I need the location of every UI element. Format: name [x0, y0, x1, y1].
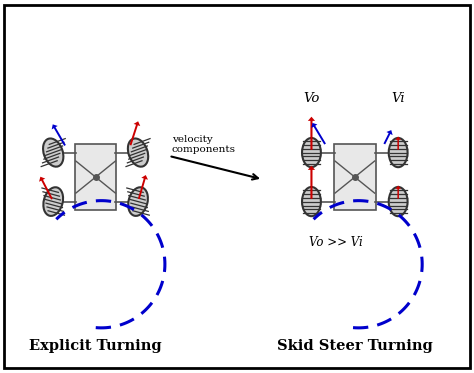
Ellipse shape: [302, 138, 321, 167]
Ellipse shape: [302, 187, 321, 216]
FancyBboxPatch shape: [75, 144, 117, 210]
Text: Vi: Vi: [392, 93, 405, 106]
Text: velocity
components: velocity components: [172, 135, 236, 154]
Text: Vo: Vo: [303, 93, 319, 106]
Text: Vo >> Vi: Vo >> Vi: [309, 236, 363, 248]
Ellipse shape: [389, 187, 408, 216]
FancyBboxPatch shape: [334, 144, 375, 210]
Ellipse shape: [389, 138, 408, 167]
Ellipse shape: [128, 187, 148, 216]
Ellipse shape: [128, 138, 148, 167]
Text: Skid Steer Turning: Skid Steer Turning: [277, 339, 433, 353]
Text: Explicit Turning: Explicit Turning: [29, 339, 162, 353]
Ellipse shape: [43, 138, 64, 167]
FancyBboxPatch shape: [4, 5, 470, 368]
Ellipse shape: [43, 187, 63, 216]
